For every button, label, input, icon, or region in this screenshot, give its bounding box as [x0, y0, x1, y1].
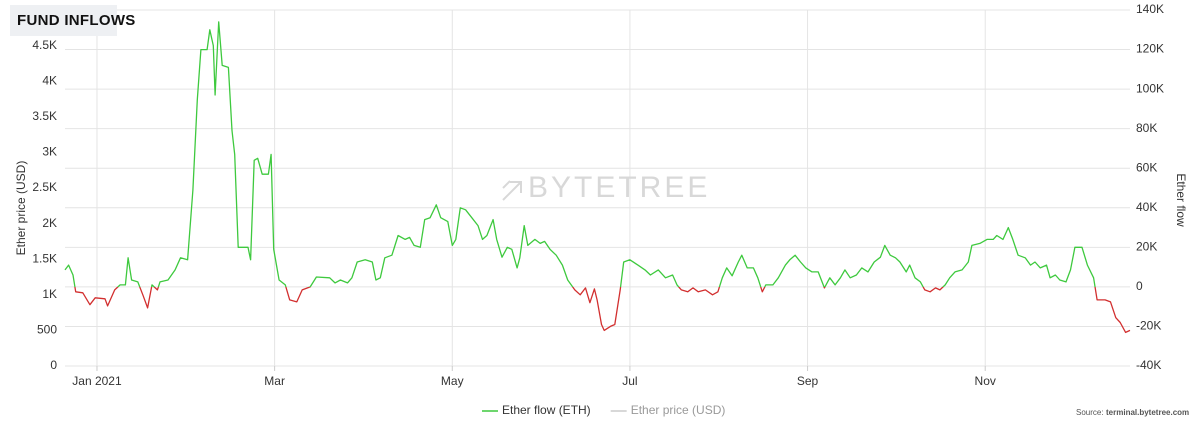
source-text: terminal.bytetree.com — [1106, 408, 1189, 417]
x-tick-label: Nov — [975, 374, 996, 388]
flow-line — [64, 21, 1131, 334]
y2-tick-label: 120K — [1136, 42, 1164, 56]
y-tick-label: 4K — [42, 73, 57, 87]
y2-tick-label: -20K — [1136, 319, 1161, 333]
y-tick-label: 2.5K — [32, 180, 57, 194]
x-tick-label: Sep — [797, 374, 819, 388]
y2-axis-title: Ether flow — [1174, 173, 1188, 227]
y2-tick-label: 20K — [1136, 240, 1157, 254]
y-tick-label: 3.5K — [32, 109, 57, 123]
watermark-text: BYTETREE — [528, 171, 710, 204]
grid — [65, 9, 1130, 367]
legend-label: Ether flow (ETH) — [502, 403, 591, 417]
x-tick-label: Jul — [622, 374, 637, 388]
watermark-logo — [502, 180, 522, 201]
y2-tick-label: -40K — [1136, 358, 1161, 372]
y2-tick-label: 80K — [1136, 121, 1157, 135]
watermark: BYTETREE — [502, 171, 710, 204]
x-tick-label: Mar — [264, 374, 285, 388]
y-axis-title: Ether price (USD) — [14, 161, 28, 256]
chart-title: FUND INFLOWS — [17, 12, 136, 29]
y-tick-label: 2K — [42, 216, 57, 230]
x-tick-label: May — [441, 374, 464, 388]
y-tick-label: 1.5K — [32, 251, 57, 265]
y2-tick-label: 0 — [1136, 279, 1143, 293]
y-tick-label: 3K — [42, 145, 57, 159]
title-box — [10, 5, 117, 36]
y2-tick-label: 140K — [1136, 2, 1164, 16]
y2-tick-label: 100K — [1136, 81, 1164, 95]
legend: Ether flow (ETH) Ether price (USD) — [482, 403, 725, 417]
legend-label: Ether price (USD) — [631, 403, 726, 417]
y-tick-label: 1K — [42, 287, 57, 301]
x-tick-label: Jan 2021 — [72, 374, 122, 388]
source: Source: terminal.bytetree.com — [1076, 408, 1189, 417]
y-tick-label: 500 — [37, 323, 57, 337]
y-tick-label: 4.5K — [32, 38, 57, 52]
y2-tick-label: 60K — [1136, 160, 1157, 174]
y-tick-label: 0 — [50, 358, 57, 372]
y2-tick-label: 40K — [1136, 200, 1157, 214]
source-label: Source: — [1076, 408, 1104, 417]
